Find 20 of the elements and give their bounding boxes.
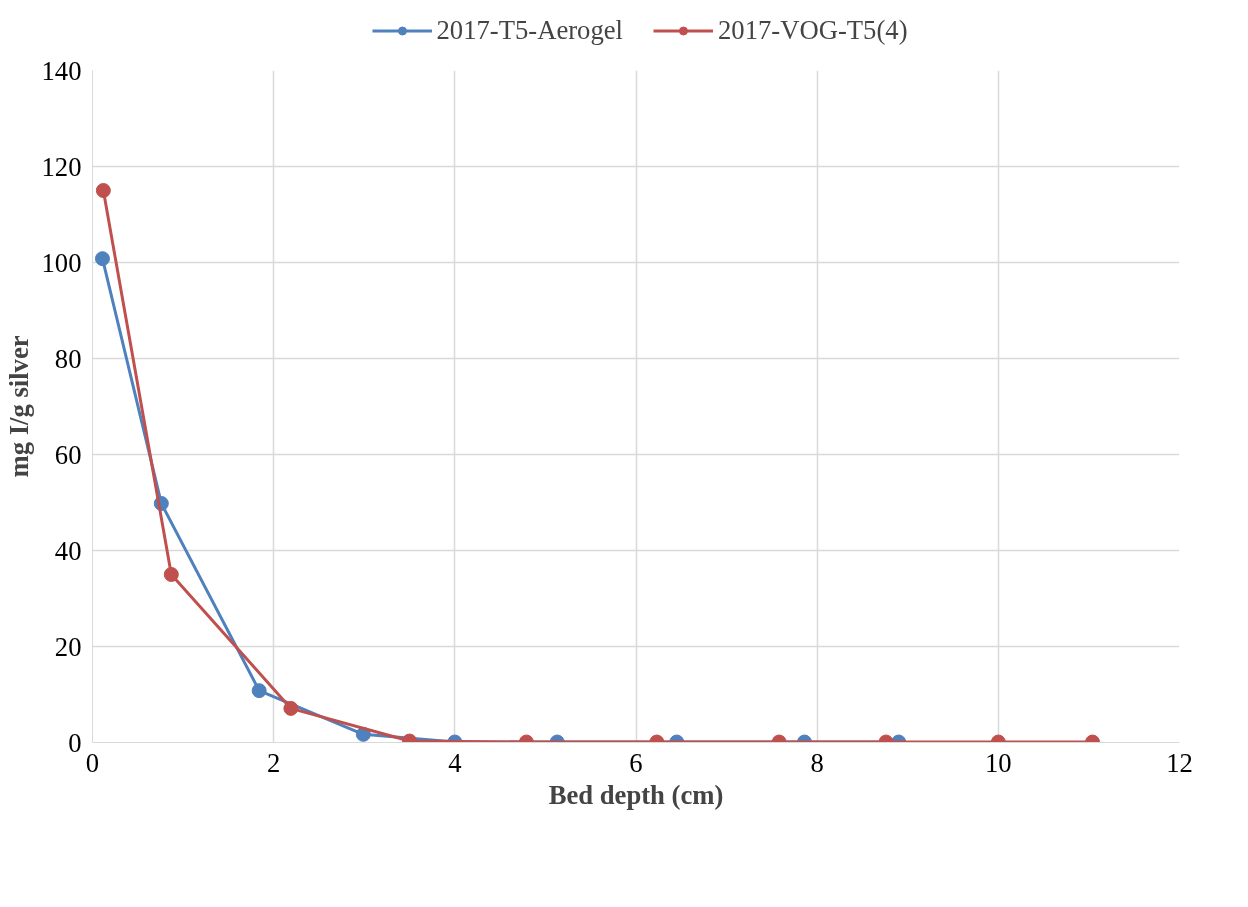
legend-label: 2017-T5-Aerogel: [436, 14, 624, 46]
x-tick-label: 12: [1166, 747, 1193, 778]
y-tick-label: 0: [68, 727, 82, 758]
y-tick-label: 40: [54, 535, 82, 566]
point: [95, 183, 111, 198]
y-tick-label: 100: [41, 247, 82, 278]
x-tick-label: 10: [985, 747, 1012, 778]
x-axis-title: Bed depth (cm): [548, 779, 724, 810]
legend-label: 2017-VOG-T5(4): [718, 14, 908, 46]
y-tick-label: 80: [54, 343, 82, 374]
x-tick-label: 4: [448, 747, 462, 778]
point: [94, 251, 110, 267]
y-tick-label: 120: [41, 151, 82, 182]
x-tick-label: 8: [810, 747, 824, 778]
x-tick-label: 2: [267, 747, 281, 778]
x-tick-label: 6: [629, 747, 643, 778]
y-axis-title: mg I/g silver: [3, 335, 34, 478]
y-tick-label: 60: [54, 439, 82, 470]
y-tick-label: 140: [41, 55, 82, 86]
y-tick-label: 20: [54, 631, 82, 662]
